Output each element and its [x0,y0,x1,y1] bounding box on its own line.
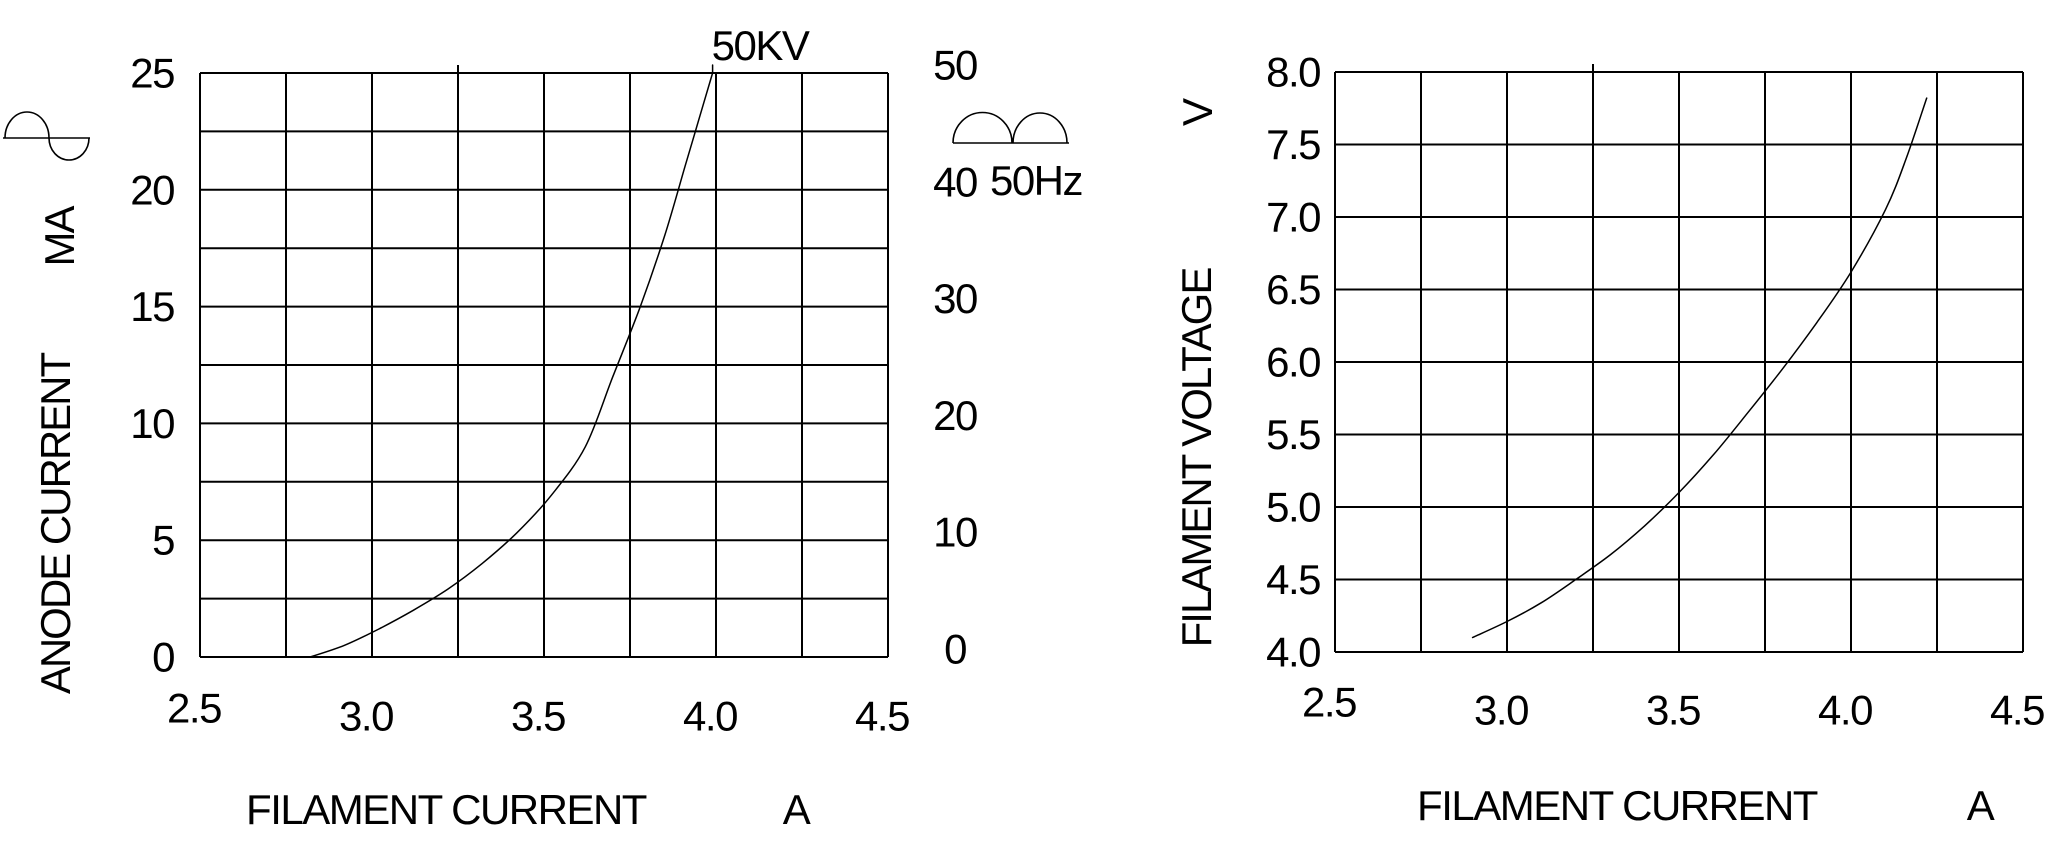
y-axis-tick-label: 10 [130,400,174,447]
y-axis-tick-label: 7.0 [1266,194,1320,241]
left-y-axis-title: ANODE CURRENT [32,353,79,695]
sine-wave-icon [3,111,90,161]
right-y-axis-title: FILAMENT VOLTAGE [1173,268,1220,648]
right-y-axis-tick-label: 20 [933,392,977,439]
chart-grid [1334,64,2024,653]
x-axis-tick-label: 2.5 [1302,679,1356,726]
left-y-axis-unit: MA [36,207,83,267]
y-axis-tick-label: 25 [130,50,174,97]
y-axis-tick-label: 6.5 [1266,266,1320,313]
y-axis-tick-label: 5.5 [1266,411,1320,458]
x-axis-tick-label: 4.5 [855,693,909,740]
series-curve [309,64,714,658]
right-x-axis-unit: A [1966,782,1995,829]
left-x-axis-title: FILAMENT CURRENT [246,786,647,833]
y-axis-tick-label: 5 [152,517,174,564]
y-axis-tick-label: 4.0 [1266,629,1320,676]
x-axis-tick-label: 4.0 [1818,687,1872,734]
right-y-axis-tick-label: 50 [933,42,977,89]
right-y-axis-tick-label: 10 [933,509,977,556]
right-y-axis-tick-label: 40 [933,158,977,205]
right-x-axis-title: FILAMENT CURRENT [1417,782,1818,829]
x-axis-tick-label: 4.5 [1990,687,2044,734]
left-curve-label-50kv: 50KV [711,22,810,69]
y-axis-tick-label: 6.0 [1266,339,1320,386]
y-axis-tick-label: 0 [152,634,174,681]
y-axis-tick-label: 7.5 [1266,121,1320,168]
x-axis-tick-label: 2.5 [167,685,221,732]
left-right-axis-annotation-50hz: 50Hz [989,157,1084,204]
left-x-axis-unit: A [782,786,811,833]
y-axis-tick-label: 5.0 [1266,484,1320,531]
y-axis-tick-label: 8.0 [1266,49,1320,96]
x-axis-tick-label: 3.5 [1646,687,1700,734]
series-curve [1471,97,1928,639]
full-wave-rectified-icon [952,111,1069,144]
right-y-axis-tick-label: 0 [944,626,966,673]
x-axis-tick-label: 4.0 [683,693,737,740]
right-y-axis-tick-label: 30 [933,275,977,322]
chart-grid [199,65,889,658]
y-axis-tick-label: 20 [130,166,174,213]
right-y-axis-unit: V [1174,99,1221,127]
x-axis-tick-label: 3.0 [339,693,393,740]
y-axis-tick-label: 15 [130,283,174,330]
x-axis-tick-label: 3.5 [511,693,565,740]
x-axis-tick-label: 3.0 [1474,687,1528,734]
y-axis-tick-label: 4.5 [1266,556,1320,603]
